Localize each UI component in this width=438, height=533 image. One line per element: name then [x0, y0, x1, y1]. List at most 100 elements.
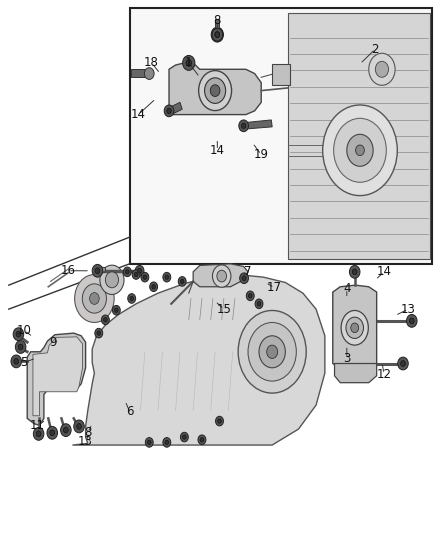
Ellipse shape [355, 145, 364, 156]
Ellipse shape [238, 120, 248, 132]
Ellipse shape [212, 28, 222, 41]
Text: 4: 4 [342, 282, 350, 295]
Ellipse shape [100, 265, 124, 294]
Ellipse shape [147, 440, 151, 445]
Polygon shape [72, 274, 324, 445]
Text: 19: 19 [253, 148, 268, 161]
Ellipse shape [14, 359, 18, 364]
Ellipse shape [18, 344, 23, 350]
Ellipse shape [144, 68, 154, 79]
Text: 6: 6 [125, 405, 133, 418]
Ellipse shape [125, 270, 129, 274]
Polygon shape [334, 364, 376, 383]
Ellipse shape [258, 336, 285, 368]
Ellipse shape [237, 310, 305, 393]
Ellipse shape [400, 361, 404, 366]
Polygon shape [215, 19, 219, 33]
Ellipse shape [64, 427, 68, 433]
Ellipse shape [178, 277, 186, 286]
Ellipse shape [13, 328, 24, 341]
Ellipse shape [127, 294, 135, 303]
Text: 14: 14 [209, 144, 224, 157]
Ellipse shape [180, 279, 184, 284]
Text: 17: 17 [266, 281, 281, 294]
Ellipse shape [36, 431, 41, 437]
Polygon shape [193, 264, 247, 287]
Ellipse shape [105, 272, 118, 288]
Ellipse shape [162, 272, 170, 282]
Ellipse shape [74, 420, 84, 433]
Ellipse shape [15, 341, 26, 353]
Ellipse shape [82, 284, 106, 313]
Ellipse shape [74, 274, 114, 322]
Ellipse shape [134, 272, 138, 277]
Ellipse shape [210, 85, 219, 96]
Text: 15: 15 [216, 303, 231, 316]
Ellipse shape [101, 315, 109, 325]
Ellipse shape [135, 265, 144, 276]
Polygon shape [33, 337, 82, 416]
Ellipse shape [246, 291, 254, 301]
Ellipse shape [248, 294, 251, 298]
Ellipse shape [164, 105, 173, 117]
Ellipse shape [215, 32, 219, 37]
Ellipse shape [374, 61, 388, 77]
Text: 14: 14 [131, 108, 145, 121]
Text: 8: 8 [84, 426, 91, 439]
Ellipse shape [182, 55, 194, 70]
Ellipse shape [215, 416, 223, 426]
Bar [129, 8, 431, 264]
Ellipse shape [143, 275, 146, 279]
Ellipse shape [95, 268, 99, 273]
Text: 13: 13 [78, 435, 93, 448]
Ellipse shape [346, 134, 372, 166]
Ellipse shape [112, 305, 120, 315]
Ellipse shape [141, 272, 148, 282]
Ellipse shape [149, 282, 157, 292]
Text: 16: 16 [60, 264, 75, 277]
Polygon shape [27, 333, 85, 425]
Polygon shape [332, 285, 376, 370]
Text: 7: 7 [244, 265, 251, 278]
Ellipse shape [349, 265, 359, 278]
Ellipse shape [350, 323, 358, 333]
Ellipse shape [95, 328, 102, 338]
Ellipse shape [130, 296, 133, 301]
Text: 1: 1 [184, 56, 192, 69]
Ellipse shape [186, 60, 191, 66]
Ellipse shape [397, 357, 407, 370]
Ellipse shape [333, 118, 385, 182]
Ellipse shape [132, 270, 140, 279]
Text: 8: 8 [213, 14, 220, 27]
Text: 2: 2 [371, 43, 378, 55]
Polygon shape [131, 69, 145, 77]
Text: 13: 13 [400, 303, 415, 316]
Text: 14: 14 [376, 265, 391, 278]
Text: 5: 5 [21, 356, 28, 369]
Ellipse shape [241, 123, 245, 128]
Polygon shape [244, 120, 272, 129]
Ellipse shape [198, 70, 231, 111]
Ellipse shape [165, 275, 168, 279]
Ellipse shape [47, 426, 57, 439]
Bar [287, 13, 429, 259]
Bar [272, 64, 289, 85]
Ellipse shape [239, 273, 248, 284]
Ellipse shape [152, 285, 155, 289]
Ellipse shape [182, 435, 186, 439]
Ellipse shape [257, 302, 260, 306]
Ellipse shape [137, 269, 141, 273]
Ellipse shape [103, 318, 107, 322]
Ellipse shape [145, 438, 153, 447]
Ellipse shape [345, 317, 363, 338]
Ellipse shape [266, 345, 277, 358]
Ellipse shape [247, 322, 296, 381]
Text: 18: 18 [144, 56, 159, 69]
Ellipse shape [322, 105, 396, 196]
Ellipse shape [406, 314, 416, 327]
Ellipse shape [216, 270, 226, 282]
Text: 9: 9 [49, 336, 57, 349]
Ellipse shape [254, 299, 262, 309]
Ellipse shape [212, 265, 230, 287]
Ellipse shape [123, 267, 131, 277]
